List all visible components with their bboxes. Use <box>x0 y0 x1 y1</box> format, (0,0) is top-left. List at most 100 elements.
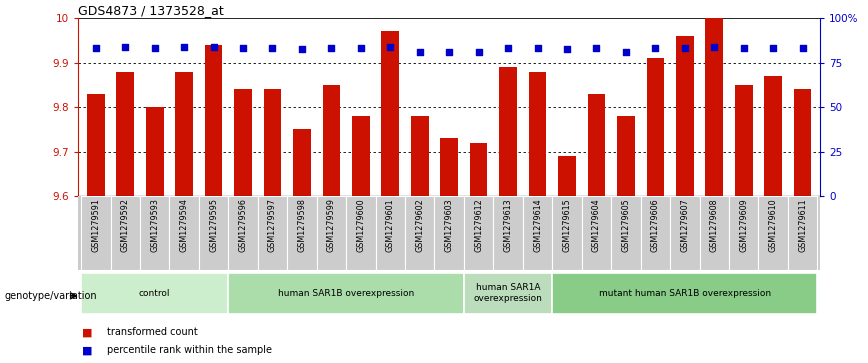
Bar <box>676 36 694 196</box>
Text: GSM1279602: GSM1279602 <box>415 198 424 252</box>
Bar <box>440 138 458 196</box>
Bar <box>588 94 605 196</box>
Bar <box>140 196 169 270</box>
Bar <box>529 72 546 196</box>
FancyBboxPatch shape <box>552 273 818 314</box>
Bar <box>435 196 464 270</box>
Text: GSM1279604: GSM1279604 <box>592 198 601 252</box>
Text: mutant human SAR1B overexpression: mutant human SAR1B overexpression <box>599 289 771 298</box>
Point <box>354 45 368 51</box>
Bar <box>617 116 635 196</box>
Bar <box>793 89 812 196</box>
Bar <box>641 196 670 270</box>
Bar <box>558 156 575 196</box>
Point <box>89 45 102 51</box>
Point <box>678 45 692 51</box>
Bar <box>346 196 376 270</box>
Text: GSM1279591: GSM1279591 <box>91 198 101 252</box>
Text: human SAR1B overexpression: human SAR1B overexpression <box>278 289 414 298</box>
Text: GDS4873 / 1373528_at: GDS4873 / 1373528_at <box>78 4 224 17</box>
Point <box>560 46 574 52</box>
FancyBboxPatch shape <box>81 273 228 314</box>
Text: GSM1279592: GSM1279592 <box>121 198 129 252</box>
Bar <box>81 196 110 270</box>
Bar <box>647 58 664 196</box>
Bar <box>759 196 788 270</box>
Bar <box>405 196 435 270</box>
Text: human SAR1A
overexpression: human SAR1A overexpression <box>474 284 542 303</box>
Point <box>295 46 309 52</box>
Text: genotype/variation: genotype/variation <box>4 291 97 301</box>
Point <box>766 45 780 51</box>
Bar <box>317 196 346 270</box>
Bar <box>706 18 723 196</box>
Point <box>266 45 279 51</box>
Bar <box>175 72 193 196</box>
Text: GSM1279596: GSM1279596 <box>239 198 247 252</box>
Point <box>501 45 515 51</box>
Point <box>796 45 810 51</box>
Point <box>589 45 603 51</box>
Point <box>530 45 544 51</box>
FancyBboxPatch shape <box>464 273 552 314</box>
Bar <box>110 196 140 270</box>
Bar <box>199 196 228 270</box>
Text: GSM1279612: GSM1279612 <box>474 198 483 252</box>
Text: GSM1279597: GSM1279597 <box>268 198 277 252</box>
Bar <box>729 196 759 270</box>
Text: GSM1279610: GSM1279610 <box>769 198 778 252</box>
Point <box>648 45 662 51</box>
Text: GSM1279614: GSM1279614 <box>533 198 542 252</box>
Text: GSM1279600: GSM1279600 <box>357 198 365 252</box>
Bar <box>352 116 370 196</box>
Point <box>619 49 633 55</box>
Text: GSM1279606: GSM1279606 <box>651 198 660 252</box>
Text: GSM1279601: GSM1279601 <box>385 198 395 252</box>
Bar <box>470 143 488 196</box>
Text: GSM1279599: GSM1279599 <box>327 198 336 252</box>
Text: GSM1279608: GSM1279608 <box>710 198 719 252</box>
Point <box>384 44 398 49</box>
Bar <box>670 196 700 270</box>
Text: GSM1279594: GSM1279594 <box>180 198 188 252</box>
Bar <box>258 196 287 270</box>
Text: GSM1279598: GSM1279598 <box>298 198 306 252</box>
Bar <box>87 94 105 196</box>
Point <box>236 45 250 51</box>
Bar <box>523 196 552 270</box>
Point <box>325 45 339 51</box>
Bar <box>464 196 493 270</box>
Bar <box>376 196 405 270</box>
FancyBboxPatch shape <box>228 273 464 314</box>
Bar <box>323 85 340 196</box>
Bar <box>264 89 281 196</box>
Text: percentile rank within the sample: percentile rank within the sample <box>107 345 272 355</box>
Bar <box>700 196 729 270</box>
Point <box>207 44 220 49</box>
Point <box>148 45 161 51</box>
Bar <box>116 72 134 196</box>
Point <box>442 49 457 55</box>
Bar <box>381 32 399 196</box>
Bar <box>146 107 163 196</box>
Bar <box>411 116 429 196</box>
Point <box>118 45 132 50</box>
Text: ■: ■ <box>82 345 93 355</box>
Bar <box>169 196 199 270</box>
Bar <box>765 76 782 196</box>
Bar <box>552 196 582 270</box>
Point <box>177 45 191 50</box>
Point <box>707 45 721 50</box>
Text: control: control <box>139 289 170 298</box>
Bar <box>499 67 517 196</box>
Bar <box>788 196 818 270</box>
Bar <box>228 196 258 270</box>
Bar <box>493 196 523 270</box>
Text: transformed count: transformed count <box>107 327 198 337</box>
Bar <box>611 196 641 270</box>
Text: GSM1279593: GSM1279593 <box>150 198 159 252</box>
Text: GSM1279605: GSM1279605 <box>621 198 630 252</box>
Text: GSM1279607: GSM1279607 <box>681 198 689 252</box>
Text: GSM1279611: GSM1279611 <box>798 198 807 252</box>
Text: GSM1279609: GSM1279609 <box>740 198 748 252</box>
